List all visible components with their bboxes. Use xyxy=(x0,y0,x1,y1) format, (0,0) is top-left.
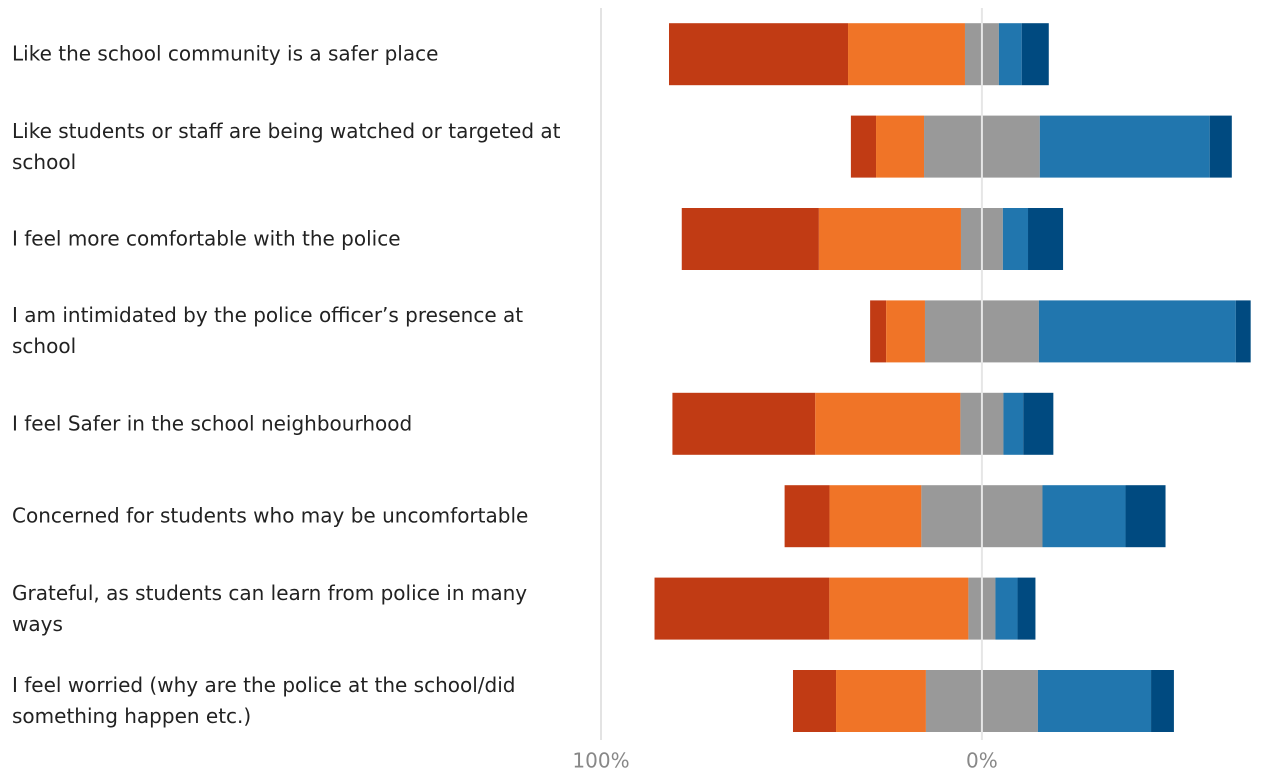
category-label: Grateful, as students can learn from pol… xyxy=(12,580,528,636)
bar-segment xyxy=(1003,392,1024,455)
bar-segment xyxy=(654,577,830,640)
bar-segment xyxy=(681,208,819,270)
bar-segment xyxy=(668,23,849,86)
bar-segment xyxy=(1017,577,1036,640)
bar-segment xyxy=(1125,485,1166,548)
bar-segment xyxy=(850,115,877,178)
category-label: I feel more comfortable with the police xyxy=(12,226,401,251)
x-tick-label: 100% xyxy=(572,749,629,773)
bar-segment xyxy=(1042,485,1126,548)
bar-segment xyxy=(1038,300,1236,363)
bar-segment xyxy=(1021,23,1049,86)
bar-segment xyxy=(1039,115,1210,178)
bar-segment xyxy=(870,300,887,363)
x-tick-label: 0% xyxy=(966,749,998,773)
bar-segment xyxy=(995,577,1018,640)
bar-segment xyxy=(836,670,926,732)
bar-segment xyxy=(886,300,925,363)
category-label: I feel worried (why are the police at th… xyxy=(12,673,516,728)
bar-segment xyxy=(829,485,922,548)
category-label: Like the school community is a safer pla… xyxy=(12,41,439,66)
bar-segment xyxy=(1037,670,1152,732)
bar-segment xyxy=(1209,115,1232,178)
bar-segment xyxy=(829,577,969,640)
bar-segment xyxy=(815,392,961,455)
bar-segment xyxy=(1235,300,1251,363)
category-label: I feel Safer in the school neighbourhood xyxy=(12,411,413,436)
bar-segment xyxy=(1028,208,1064,270)
bar-segment xyxy=(792,670,837,732)
bar-segment xyxy=(1023,392,1054,455)
bar-segment xyxy=(876,115,925,178)
category-label: Like students or staff are being watched… xyxy=(12,118,561,174)
bar-segment xyxy=(848,23,965,86)
bar-segment xyxy=(672,392,816,455)
bar-segment xyxy=(1002,208,1029,270)
bar-segment xyxy=(1151,670,1174,732)
bar-segment xyxy=(784,485,830,548)
bar-segment xyxy=(818,208,961,270)
category-label: I am intimidated by the police officer’s… xyxy=(12,303,524,359)
bar-segment xyxy=(998,23,1022,86)
category-label: Concerned for students who may be uncomf… xyxy=(12,503,529,528)
